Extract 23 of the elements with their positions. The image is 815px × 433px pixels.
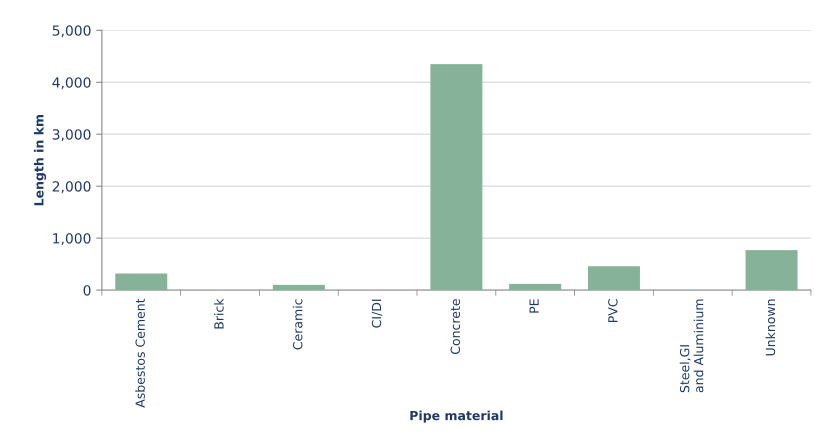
y-tick-label: 4,000 <box>52 77 91 90</box>
x-tick-label: Ceramic <box>292 299 302 350</box>
x-tick-label: Unknown <box>765 300 776 356</box>
y-tick-label: 0 <box>84 285 91 296</box>
x-axis-title: Pipe material <box>410 410 502 423</box>
y-tick-label: 2,000 <box>52 181 91 194</box>
bar <box>272 284 325 290</box>
bar <box>509 284 562 290</box>
x-tick-label: Concrete <box>450 299 460 354</box>
y-axis-title: Length in km <box>34 115 46 206</box>
bar <box>746 250 798 290</box>
y-tick-label: 1,000 <box>53 233 91 246</box>
x-tick-label: PE <box>530 299 539 313</box>
x-tick-label: PVC <box>608 299 618 322</box>
y-tick-label: 5,000 <box>52 25 91 38</box>
x-tick-label: Brick <box>214 298 224 329</box>
x-tick-label: Steel,GI and Aluminium <box>680 300 704 392</box>
x-tick-label: Asbestos Cement <box>135 298 145 408</box>
bar <box>115 273 168 290</box>
x-tick-label: CI/DI <box>372 300 382 328</box>
bar <box>430 64 482 290</box>
bar <box>588 266 640 290</box>
y-tick-label: 3,000 <box>52 129 91 142</box>
